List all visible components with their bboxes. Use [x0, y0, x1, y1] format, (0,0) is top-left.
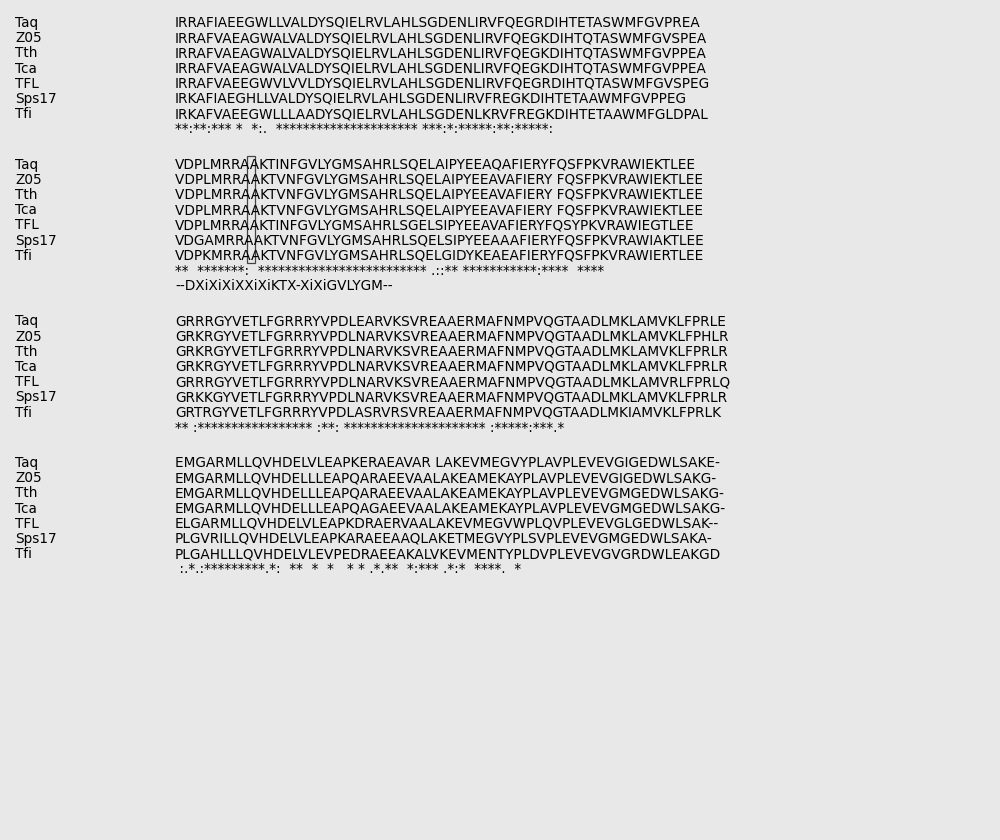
Text: GRKRGYVETLFGRRRYVPDLNARVKSVREAAERMAFNMPVQGTAADLMKLAMVKLFPRLR: GRKRGYVETLFGRRRYVPDLNARVKSVREAAERMAFNMPV…	[175, 360, 728, 374]
Text: IRRAFVAEEGWVLVVLDYSQIELRVLAHLSGDENLIRVFQEGRDIHTQTASWMFGVSPEG: IRRAFVAEEGWVLVVLDYSQIELRVLAHLSGDENLIRVFQ…	[175, 76, 710, 91]
Text: Taq: Taq	[15, 158, 38, 171]
Text: Tfi: Tfi	[15, 406, 32, 420]
Text: Tth: Tth	[15, 188, 38, 202]
Text: **:**:*** *  *:.  ********************* ***:*:*****:**:*****:: **:**:*** * *:. ********************* **…	[175, 123, 553, 136]
Text: Tca: Tca	[15, 360, 37, 374]
Text: VDPLMRRAAKTINFGVLYGMSAHRLSGELSIPYEEAVAFIERYFQSYPKVRAWIEGTLEE: VDPLMRRAAKTINFGVLYGMSAHRLSGELSIPYEEAVAFI…	[175, 218, 694, 233]
Text: GRTRGYVETLFGRRRYVPDLASRVRSVREAAERMAFNMPVQGTAADLMKIAMVKLFPRLK: GRTRGYVETLFGRRRYVPDLASRVRSVREAAERMAFNMPV…	[175, 406, 721, 420]
Text: GRKRGYVETLFGRRRYVPDLNARVKSVREAAERMAFNMPVQGTAADLMKLAMVKLFPHLR: GRKRGYVETLFGRRRYVPDLNARVKSVREAAERMAFNMPV…	[175, 329, 728, 344]
Text: VDPLMRRAAKTVNFGVLYGMSAHRLSQELAIPYEEAVAFIERY FQSFPKVRAWIEKTLEE: VDPLMRRAAKTVNFGVLYGMSAHRLSQELAIPYEEAVAFI…	[175, 203, 703, 218]
Text: Tca: Tca	[15, 61, 37, 76]
Text: EMGARMLLQVHDELLLEAPQAGAEEVAALAKEAMEKAYPLAVPLEVEVGMGEDWLSAKG-: EMGARMLLQVHDELLLEAPQAGAEEVAALAKEAMEKAYPL…	[175, 501, 726, 516]
Text: TFL: TFL	[15, 76, 39, 91]
Text: **  *******:  ************************* .::** ***********:****  ****: ** *******: ************************* .:…	[175, 264, 604, 278]
Text: PLGVRILLQVHDELVLEAPKARAEEAAQLAKETMEGVYPLSVPLEVEVGMGEDWLSAKA-: PLGVRILLQVHDELVLEAPKARAEEAAQLAKETMEGVYPL…	[175, 532, 713, 546]
Text: VDPLMRRAAKTINFGVLYGMSAHRLSQELAIPYEEAQAFIERYFQSFPKVRAWIEKTLEE: VDPLMRRAAKTINFGVLYGMSAHRLSQELAIPYEEAQAFI…	[175, 158, 696, 171]
Text: Tfi: Tfi	[15, 249, 32, 263]
Text: VDGAMRRAAKTVNFGVLYGMSAHRLSQELSIPYEEAAAFIERYFQSFPKVRAWIAKTLEE: VDGAMRRAAKTVNFGVLYGMSAHRLSQELSIPYEEAAAFI…	[175, 234, 705, 248]
Text: TFL: TFL	[15, 218, 39, 233]
Text: GRKKGYVETLFGRRRYVPDLNARVKSVREAAERMAFNMPVQGTAADLMKLAMVKLFPRLR: GRKKGYVETLFGRRRYVPDLNARVKSVREAAERMAFNMPV…	[175, 391, 727, 404]
Text: GRKRGYVETLFGRRRYVPDLNARVKSVREAAERMAFNMPVQGTAADLMKLAMVKLFPRLR: GRKRGYVETLFGRRRYVPDLNARVKSVREAAERMAFNMPV…	[175, 344, 728, 359]
Text: IRRAFVAEAGWALVALDYSQIELRVLAHLSGDENLIRVFQEGKDIHTQTASWMFGVPPEA: IRRAFVAEAGWALVALDYSQIELRVLAHLSGDENLIRVFQ…	[175, 61, 707, 76]
Text: PLGAHLLLQVHDELVLEVPEDRAEEAKALVKEVMENTYPLDVPLEVEVGVGRDWLEAKGD: PLGAHLLLQVHDELVLEVPEDRAEEAKALVKEVMENTYPL…	[175, 547, 721, 561]
Text: IRKAFIAEGHLLVALDYSQIELRVLAHLSGDENLIRVFREGKDIHTETAAWMFGVPPEG: IRKAFIAEGHLLVALDYSQIELRVLAHLSGDENLIRVFRE…	[175, 92, 687, 106]
Bar	[247, 156, 255, 262]
Text: IRRAFVAEAGWALVALDYSQIELRVLAHLSGDENLIRVFQEGKDIHTQTASWMFGVPPEA: IRRAFVAEAGWALVALDYSQIELRVLAHLSGDENLIRVFQ…	[175, 46, 707, 60]
Text: --DXiXiXiXXiXiKTX-XiXiGVLYGM--: --DXiXiXiXXiXiKTX-XiXiGVLYGM--	[175, 279, 393, 293]
Text: Z05: Z05	[15, 329, 42, 344]
Text: Tth: Tth	[15, 46, 38, 60]
Text: Tfi: Tfi	[15, 108, 32, 121]
Text: IRKAFVAEEGWLLLAADYSQIELRVLAHLSGDENLKRVFREGKDIHTETAAWMFGLDPAL: IRKAFVAEEGWLLLAADYSQIELRVLAHLSGDENLKRVFR…	[175, 108, 709, 121]
Text: Tth: Tth	[15, 344, 38, 359]
Text: Sps17: Sps17	[15, 391, 57, 404]
Text: VDPKMRRAAKTVNFGVLYGMSAHRLSQELGIDYKEAEAFIERYFQSFPKVRAWIERTLEE: VDPKMRRAAKTVNFGVLYGMSAHRLSQELGIDYKEAEAFI…	[175, 249, 704, 263]
Text: Taq: Taq	[15, 16, 38, 30]
Text: Tth: Tth	[15, 486, 38, 501]
Text: Z05: Z05	[15, 31, 42, 45]
Text: Taq: Taq	[15, 314, 38, 328]
Text: ** :***************** :**: ********************* :*****:***.*: ** :***************** :**: *************…	[175, 421, 564, 435]
Text: Tfi: Tfi	[15, 547, 32, 561]
Text: Tca: Tca	[15, 203, 37, 218]
Text: Sps17: Sps17	[15, 532, 57, 546]
Text: Z05: Z05	[15, 173, 42, 186]
Text: TFL: TFL	[15, 375, 39, 389]
Text: GRRRGYVETLFGRRRYVPDLNARVKSVREAAERMAFNMPVQGTAADLMKLAMVRLFPRLQ: GRRRGYVETLFGRRRYVPDLNARVKSVREAAERMAFNMPV…	[175, 375, 730, 389]
Text: Sps17: Sps17	[15, 234, 57, 248]
Text: :.*.:*********.*:  **  *  *   * * .*.**  *:*** .*:*  ****.  *: :.*.:*********.*: ** * * * * .*.** *:***…	[175, 563, 521, 576]
Text: EMGARMLLQVHDELLLEAPQARAEEVAALAKEAMEKAYPLAVPLEVEVGIGEDWLSAKG-: EMGARMLLQVHDELLLEAPQARAEEVAALAKEAMEKAYPL…	[175, 471, 717, 486]
Text: Tca: Tca	[15, 501, 37, 516]
Text: GRRRGYVETLFGRRRYVPDLEARVKSVREAAERMAFNMPVQGTAADLMKLAMVKLFPRLE: GRRRGYVETLFGRRRYVPDLEARVKSVREAAERMAFNMPV…	[175, 314, 726, 328]
Text: ELGARMLLQVHDELVLEAPKDRAERVAALAKEVMEGVWPLQVPLEVEVGLGEDWLSAK--: ELGARMLLQVHDELVLEAPKDRAERVAALAKEVMEGVWPL…	[175, 517, 719, 531]
Text: Sps17: Sps17	[15, 92, 57, 106]
Text: IRRAFIAEEGWLLVALDYSQIELRVLAHLSGDENLIRVFQEGRDIHTETASWMFGVPREA: IRRAFIAEEGWLLVALDYSQIELRVLAHLSGDENLIRVFQ…	[175, 16, 701, 30]
Text: EMGARMLLQVHDELLLEAPQARAEEVAALAKEAMEKAYPLAVPLEVEVGMGEDWLSAKG-: EMGARMLLQVHDELLLEAPQARAEEVAALAKEAMEKAYPL…	[175, 486, 725, 501]
Text: Z05: Z05	[15, 471, 42, 486]
Text: TFL: TFL	[15, 517, 39, 531]
Text: IRRAFVAEAGWALVALDYSQIELRVLAHLSGDENLIRVFQEGKDIHTQTASWMFGVSPEA: IRRAFVAEAGWALVALDYSQIELRVLAHLSGDENLIRVFQ…	[175, 31, 707, 45]
Text: VDPLMRRAAKTVNFGVLYGMSAHRLSQELAIPYEEAVAFIERY FQSFPKVRAWIEKTLEE: VDPLMRRAAKTVNFGVLYGMSAHRLSQELAIPYEEAVAFI…	[175, 173, 703, 186]
Text: VDPLMRRAAKTVNFGVLYGMSAHRLSQELAIPYEEAVAFIERY FQSFPKVRAWIEKTLEE: VDPLMRRAAKTVNFGVLYGMSAHRLSQELAIPYEEAVAFI…	[175, 188, 703, 202]
Text: Taq: Taq	[15, 456, 38, 470]
Text: EMGARMLLQVHDELVLEAPKERAEAVAR LAKEVMEGVYPLAVPLEVEVGIGEDWLSAKE-: EMGARMLLQVHDELVLEAPKERAEAVAR LAKEVMEGVYP…	[175, 456, 720, 470]
